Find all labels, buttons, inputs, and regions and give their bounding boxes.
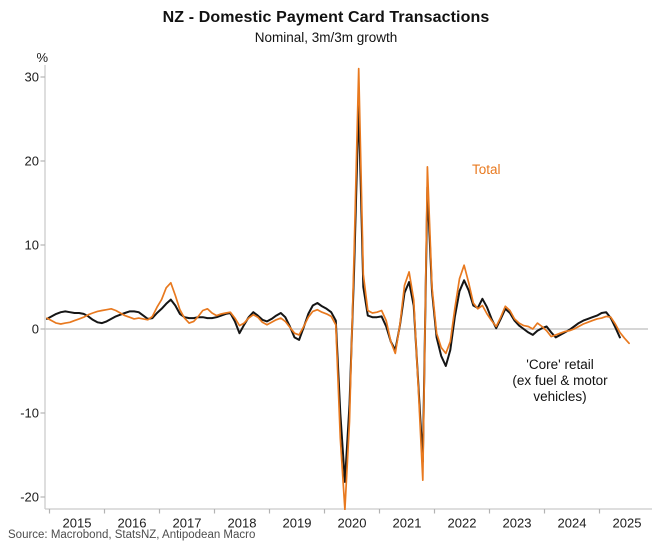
y-axis-tick-label: 30 [25,70,39,85]
x-axis-tick-label: 2021 [393,516,422,531]
y-axis-tick-label: -10 [20,406,39,421]
x-axis-tick-label: 2018 [228,516,257,531]
chart-subtitle: Nominal, 3m/3m growth [254,30,398,45]
y-axis-tick-label: 20 [25,154,39,169]
chart-title: NZ - Domestic Payment Card Transactions [162,9,490,26]
total-series-label: Total [472,162,501,177]
y-axis-unit-label: % [36,50,48,65]
x-axis-tick-label: 2023 [503,516,532,531]
core-series-label-line: (ex fuel & motor [512,373,608,388]
core-series-label-line: 'Core' retail [526,357,593,372]
x-axis-tick-label: 2020 [338,516,367,531]
series-line-total [46,67,630,510]
source-attribution: Source: Macrobond, StatsNZ, Antipodean M… [8,529,256,541]
x-axis-tick-label: 2024 [558,516,587,531]
y-axis-tick-label: 10 [25,238,39,253]
x-axis-tick-label: 2015 [63,516,92,531]
x-axis-tick-label: 2025 [613,516,642,531]
x-axis-tick-label: 2016 [118,516,147,531]
x-axis-tick-label: 2022 [448,516,477,531]
x-axis-tick-label: 2019 [283,516,312,531]
series-line-core-retail [46,102,621,483]
y-axis-tick-label: 0 [32,322,39,337]
core-series-label-line: vehicles) [533,389,586,404]
x-axis-tick-label: 2017 [173,516,202,531]
y-axis-tick-label: -20 [20,490,39,505]
